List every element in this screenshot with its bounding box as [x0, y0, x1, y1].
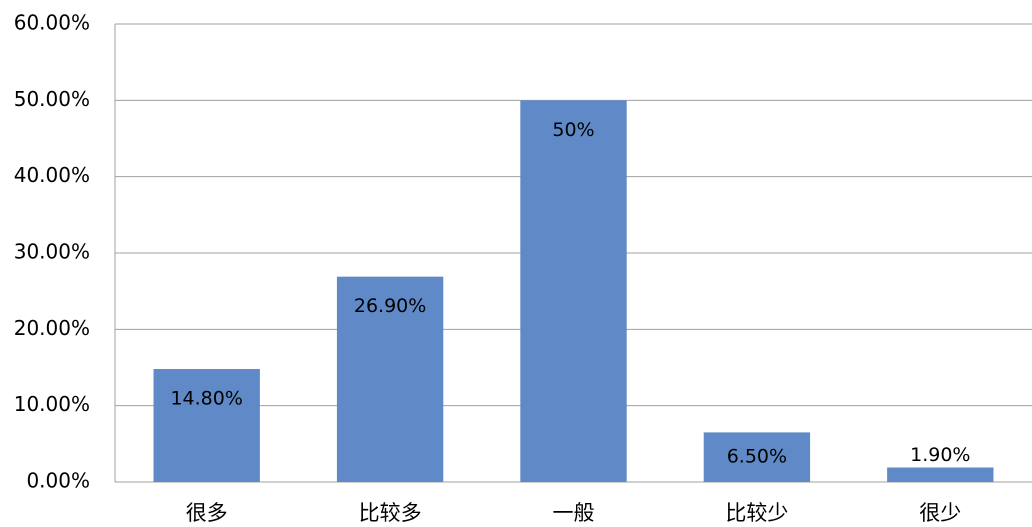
y-tick-label: 20.00% — [14, 316, 90, 340]
y-tick-label: 50.00% — [14, 87, 90, 111]
y-tick-label: 30.00% — [14, 240, 90, 264]
data-label: 14.80% — [170, 388, 242, 410]
data-label: 1.90% — [910, 444, 970, 466]
bar — [703, 432, 811, 482]
y-tick-label: 40.00% — [14, 163, 90, 187]
bar — [336, 276, 444, 482]
data-label: 6.50% — [727, 446, 787, 468]
x-tick-label: 很少 — [919, 501, 961, 525]
x-tick-label: 比较少 — [725, 501, 788, 525]
data-label: 50% — [552, 119, 594, 141]
data-label: 26.90% — [354, 295, 426, 317]
x-tick-label: 比较多 — [359, 501, 422, 525]
x-tick-label: 很多 — [186, 501, 228, 525]
bar — [520, 100, 627, 482]
bar — [887, 467, 994, 482]
x-tick-label: 一般 — [553, 501, 595, 525]
y-tick-label: 10.00% — [14, 392, 90, 416]
y-tick-label: 60.00% — [14, 11, 90, 35]
y-tick-label: 0.00% — [26, 469, 90, 493]
bar — [153, 369, 260, 482]
